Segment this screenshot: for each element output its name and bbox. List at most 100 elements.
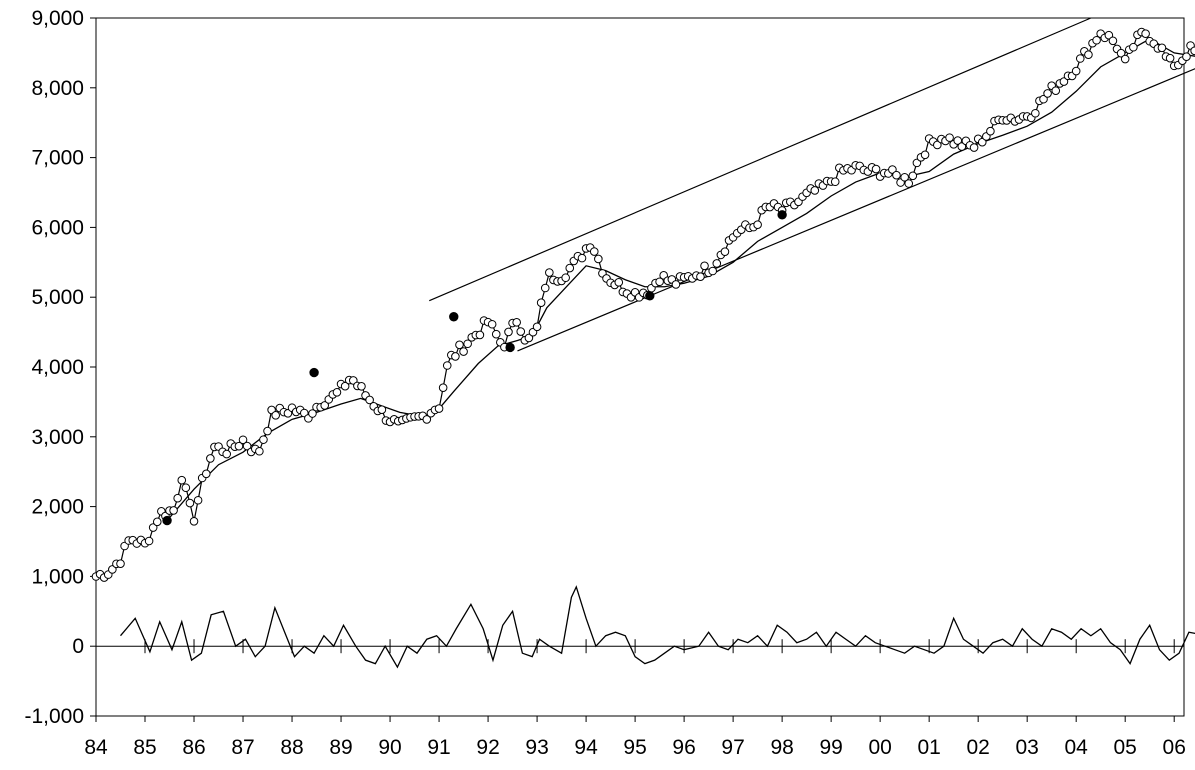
price-point bbox=[953, 136, 963, 145]
price-point bbox=[945, 133, 954, 142]
price-point bbox=[442, 361, 452, 370]
x-tick-label: 90 bbox=[378, 736, 401, 759]
y-tick-label: 3,000 bbox=[31, 426, 84, 449]
x-tick-label: 99 bbox=[819, 736, 842, 759]
x-axis: 84 85 86 87 88 89 90 91 92 93 94 95 96 97 98 99 00 01 02 03… bbox=[84, 639, 1186, 759]
price-point bbox=[904, 179, 914, 188]
price-point bbox=[696, 272, 705, 282]
price-point bbox=[1157, 43, 1167, 53]
oscillator-series bbox=[120, 585, 1195, 669]
x-tick-label: 96 bbox=[672, 736, 695, 759]
price-point bbox=[1190, 46, 1195, 56]
price-point bbox=[308, 409, 317, 418]
price-point bbox=[1051, 86, 1061, 95]
highlighted-point bbox=[777, 210, 787, 220]
x-tick-label: 93 bbox=[525, 736, 548, 759]
price-point bbox=[720, 247, 730, 256]
price-point bbox=[1071, 66, 1081, 76]
price-point bbox=[1092, 35, 1101, 45]
price-point bbox=[1043, 89, 1052, 98]
price-point bbox=[700, 261, 709, 271]
price-point bbox=[487, 319, 497, 329]
price-point bbox=[255, 446, 264, 456]
price-point bbox=[594, 254, 603, 264]
price-point bbox=[459, 347, 468, 356]
price-point bbox=[259, 435, 268, 444]
price-point bbox=[977, 137, 987, 147]
y-tick-label: 0 bbox=[72, 635, 84, 658]
price-point bbox=[451, 352, 460, 361]
y-tick-label: 5,000 bbox=[31, 286, 84, 309]
price-point bbox=[365, 395, 374, 405]
channel-line bbox=[517, 68, 1195, 352]
price-point bbox=[169, 506, 178, 515]
price-point bbox=[589, 247, 599, 256]
trend-channel bbox=[429, 17, 1195, 352]
y-tick-label: 8,000 bbox=[31, 77, 84, 100]
price-point bbox=[242, 441, 252, 451]
x-tick-label: 95 bbox=[623, 736, 646, 759]
price-point bbox=[512, 318, 521, 327]
price-point bbox=[475, 330, 485, 340]
plot-area bbox=[95, 17, 1185, 717]
channel-line bbox=[429, 17, 1092, 302]
price-point bbox=[422, 415, 432, 424]
price-point bbox=[969, 143, 979, 152]
y-tick-label: 7,000 bbox=[31, 147, 84, 170]
y-tick-label: 4,000 bbox=[31, 356, 84, 379]
x-tick-label: 91 bbox=[427, 736, 450, 759]
price-point bbox=[671, 280, 681, 289]
price-point bbox=[193, 495, 203, 505]
price-point bbox=[753, 220, 762, 229]
highlighted-point bbox=[162, 515, 172, 526]
x-tick-label: 02 bbox=[966, 736, 989, 759]
y-axis: -1,000 0 1,000 2,000 3,000 4,000 5,000 6,000 7,0… bbox=[24, 7, 96, 728]
price-point bbox=[189, 517, 199, 526]
price-point bbox=[1059, 77, 1069, 86]
price-point bbox=[516, 327, 526, 336]
price-point bbox=[340, 381, 350, 391]
x-tick-label: 04 bbox=[1065, 736, 1089, 759]
price-point bbox=[234, 441, 244, 451]
price-point bbox=[655, 277, 664, 287]
price-point bbox=[185, 498, 195, 508]
price-point bbox=[908, 171, 918, 181]
price-point bbox=[116, 559, 125, 568]
price-point bbox=[263, 426, 272, 436]
y-tick-label: 6,000 bbox=[31, 216, 84, 239]
x-tick-label: 92 bbox=[476, 736, 499, 759]
price-point bbox=[561, 273, 570, 283]
price-point bbox=[1084, 50, 1093, 59]
x-tick-label: 88 bbox=[280, 736, 303, 759]
moving-average-line bbox=[166, 38, 1195, 521]
y-tick-label: 2,000 bbox=[31, 496, 84, 519]
moving-average-series bbox=[166, 38, 1195, 521]
price-series bbox=[91, 27, 1195, 582]
highlighted-point bbox=[449, 312, 459, 322]
price-point bbox=[332, 388, 342, 397]
price-point bbox=[491, 329, 501, 339]
price-point bbox=[1165, 53, 1175, 63]
price-point bbox=[463, 339, 472, 349]
price-point bbox=[181, 483, 191, 493]
price-point bbox=[377, 405, 387, 414]
price-point bbox=[201, 469, 211, 479]
price-point bbox=[320, 401, 330, 410]
price-point bbox=[532, 322, 542, 332]
price-point bbox=[144, 536, 154, 546]
price-point bbox=[871, 164, 881, 174]
price-point bbox=[1129, 42, 1138, 52]
x-tick-label: 84 bbox=[84, 736, 108, 759]
highlighted-point bbox=[505, 342, 515, 353]
price-point bbox=[504, 327, 513, 337]
price-point bbox=[888, 165, 897, 174]
highlighted-point bbox=[309, 367, 319, 378]
price-point bbox=[933, 140, 942, 150]
price-point bbox=[524, 333, 534, 343]
x-tick-label: 97 bbox=[721, 736, 744, 759]
price-point bbox=[986, 126, 995, 136]
price-point bbox=[892, 170, 901, 180]
x-tick-label: 85 bbox=[133, 736, 156, 759]
price-point bbox=[1039, 94, 1048, 104]
